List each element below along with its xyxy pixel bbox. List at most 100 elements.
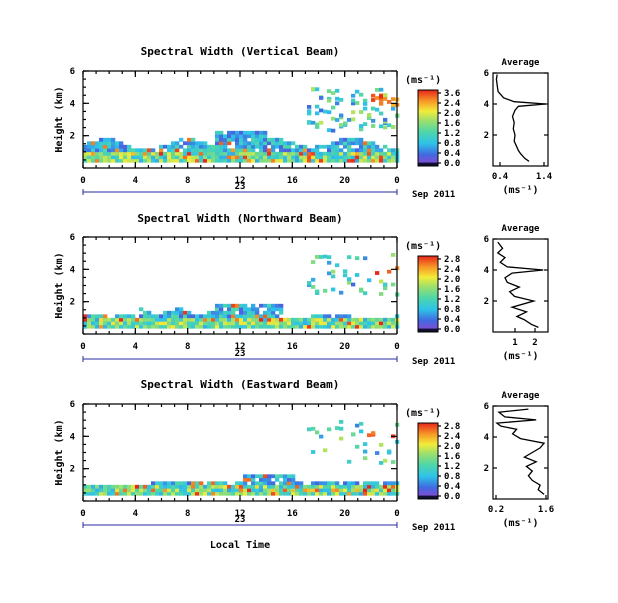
profile-x-tick-label: 0.4 bbox=[492, 172, 509, 182]
heatmap-cell bbox=[163, 144, 168, 149]
heatmap-cell bbox=[183, 324, 188, 329]
heatmap-cell bbox=[303, 151, 308, 156]
heatmap-cell bbox=[251, 307, 256, 312]
heatmap-cell bbox=[175, 491, 180, 496]
heatmap-cell bbox=[283, 488, 288, 493]
heatmap-cell bbox=[155, 481, 160, 486]
date-label: Sep 2011 bbox=[412, 357, 455, 367]
heatmap-cell bbox=[175, 158, 180, 163]
heatmap-cell bbox=[383, 93, 388, 97]
heatmap-cell bbox=[147, 151, 152, 156]
heatmap-cell bbox=[163, 158, 168, 163]
heatmap-cell bbox=[275, 158, 280, 163]
heatmap-cell bbox=[119, 158, 124, 163]
heatmap-cell bbox=[331, 484, 336, 489]
heatmap-cell bbox=[371, 324, 376, 329]
heatmap-cell bbox=[355, 488, 360, 493]
heatmap-cell bbox=[339, 314, 344, 319]
heatmap-cell bbox=[343, 324, 348, 329]
heatmap-cell bbox=[307, 109, 312, 114]
heatmap-cell bbox=[275, 137, 280, 142]
heatmap-cell bbox=[391, 106, 396, 111]
heatmap-cell bbox=[307, 484, 312, 489]
heatmap-cell bbox=[219, 491, 224, 496]
heatmap-cell bbox=[187, 488, 192, 493]
heatmap-cell bbox=[123, 491, 128, 496]
heatmap-cell bbox=[311, 277, 316, 282]
heatmap-cell bbox=[315, 104, 320, 109]
heatmap-cell bbox=[291, 481, 296, 486]
heatmap-cell bbox=[255, 134, 260, 139]
profile-y-tick-label: 6 bbox=[484, 402, 489, 412]
heatmap-cell bbox=[327, 260, 332, 265]
heatmap-cell bbox=[183, 481, 188, 486]
heatmap-cell bbox=[359, 137, 364, 142]
heatmap-cell bbox=[159, 491, 164, 496]
heatmap-cell bbox=[207, 488, 212, 493]
heatmap-cell bbox=[323, 151, 328, 156]
heatmap-cell bbox=[195, 321, 200, 326]
heatmap-cell bbox=[155, 488, 160, 493]
heatmap-cell bbox=[115, 155, 120, 160]
heatmap-cell bbox=[87, 141, 92, 146]
heatmap-cell bbox=[259, 148, 264, 153]
heatmap-cell bbox=[299, 488, 304, 493]
heatmap-cell bbox=[263, 491, 268, 496]
heatmap-cell bbox=[191, 144, 196, 149]
heatmap-cell bbox=[379, 124, 384, 129]
heatmap-cell bbox=[203, 317, 208, 322]
heatmap-cell bbox=[215, 303, 220, 308]
heatmap-cell bbox=[147, 158, 152, 163]
heatmap-cell bbox=[311, 324, 316, 329]
heatmap-cell bbox=[251, 155, 256, 160]
heatmap-cell bbox=[339, 151, 344, 156]
heatmap-cell bbox=[199, 491, 204, 496]
heatmap-cell bbox=[303, 144, 308, 149]
heatmap-cell bbox=[255, 321, 260, 326]
heatmap-cell bbox=[259, 481, 264, 486]
heatmap-cell bbox=[283, 155, 288, 160]
colorbar-tick-label: 0.8 bbox=[444, 139, 460, 149]
heatmap-cell bbox=[159, 151, 164, 156]
heatmap-cell bbox=[151, 481, 156, 486]
heatmap-cell bbox=[383, 484, 388, 489]
heatmap-cell bbox=[387, 450, 392, 455]
heatmap-cell bbox=[143, 151, 148, 156]
y-tick-label: 2 bbox=[70, 465, 75, 475]
heatmap-cell bbox=[319, 324, 324, 329]
colorbar-units: (ms⁻¹) bbox=[405, 75, 441, 86]
heatmap-cell bbox=[199, 317, 204, 322]
heatmap-cell bbox=[243, 303, 248, 308]
heatmap-cell bbox=[231, 324, 236, 329]
heatmap-cell bbox=[379, 279, 384, 284]
heatmap-cell bbox=[279, 144, 284, 149]
heatmap-cell bbox=[195, 314, 200, 319]
heatmap-cell bbox=[335, 488, 340, 493]
heatmap-cell bbox=[183, 155, 188, 160]
heatmap-cell bbox=[123, 144, 128, 149]
heatmap-cell bbox=[387, 481, 392, 486]
heatmap-cell bbox=[111, 491, 116, 496]
heatmap-cell bbox=[351, 158, 356, 163]
heatmap-northward: 2 4 6 0 4 8 12 16 20 0 23 Sep 2011 Height (km) bbox=[53, 233, 455, 367]
colorbar-tick-label: 0.0 bbox=[444, 325, 460, 335]
heatmap-cell bbox=[391, 488, 396, 493]
heatmap-cell bbox=[175, 141, 180, 146]
heatmap-cell bbox=[283, 491, 288, 496]
heatmap-cell bbox=[243, 481, 248, 486]
heatmap-cell bbox=[107, 317, 112, 322]
heatmap-cell bbox=[195, 317, 200, 322]
heatmap-cell bbox=[139, 314, 144, 319]
heatmap-cell bbox=[351, 484, 356, 489]
heatmap-cell bbox=[291, 477, 296, 482]
heatmap-cell bbox=[379, 101, 384, 106]
heatmap-cell bbox=[251, 134, 256, 139]
heatmap-cell bbox=[279, 491, 284, 496]
heatmap-cell bbox=[339, 290, 344, 295]
heatmap-cell bbox=[179, 488, 184, 493]
y-axis-label: Height (km) bbox=[53, 419, 65, 485]
heatmap-cell bbox=[279, 158, 284, 163]
heatmap-cell bbox=[235, 158, 240, 163]
heatmap-cell bbox=[219, 317, 224, 322]
